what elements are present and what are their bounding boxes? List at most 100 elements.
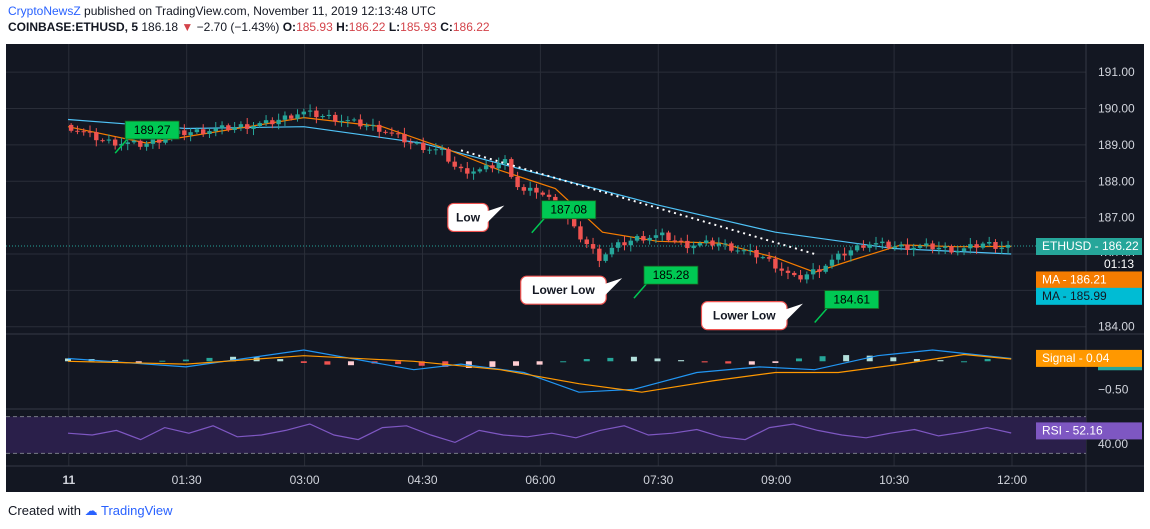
candle-body — [905, 244, 910, 250]
x-tick-label: 10:30 — [879, 473, 909, 487]
candle-body — [245, 124, 250, 129]
candle-body — [741, 250, 747, 252]
callout-pointer — [784, 303, 803, 322]
candle-body — [836, 253, 841, 260]
rsi-band-fill — [6, 416, 1086, 454]
candle-body — [377, 124, 382, 132]
callout-text: Lower Low — [532, 283, 595, 297]
chart-svg[interactable]: 189.27 187.08 185.28 184.61 Low Lower Low Lowe… — [6, 44, 1144, 492]
created-with-label: Created with — [8, 503, 81, 518]
candle-body — [697, 243, 703, 246]
x-tick-label: 11 — [62, 473, 75, 487]
candle-body — [823, 265, 828, 272]
high-value: 186.22 — [348, 20, 386, 34]
macd-histogram-bar — [135, 361, 142, 363]
candle-body — [238, 124, 244, 128]
callout-text: Low — [456, 210, 481, 224]
macd-histogram-bar — [300, 361, 307, 363]
candle-body — [785, 270, 791, 273]
x-tick-label: 01:30 — [172, 473, 202, 487]
candle-body — [886, 241, 891, 248]
candle-body — [672, 240, 677, 242]
rsi-badge: RSI - 52.16 — [1036, 422, 1142, 440]
candle-body — [163, 138, 168, 143]
macd-histogram-bar — [112, 360, 119, 362]
price-label-text: 185.28 — [653, 268, 690, 282]
candle-body — [144, 143, 149, 147]
macd-histogram-bar — [182, 359, 189, 362]
countdown-badge-label: 01:13 — [1104, 257, 1134, 271]
candle-body — [704, 240, 709, 243]
candle-body — [766, 257, 772, 259]
candle-body — [521, 187, 527, 191]
candle-body — [949, 246, 954, 253]
signal-badge-label: Signal - 0.04 — [1042, 351, 1110, 365]
candle-body — [458, 166, 464, 169]
callout-pointer — [486, 205, 505, 224]
candle-body — [735, 250, 740, 252]
candle-body — [622, 242, 627, 246]
candle-body — [986, 242, 992, 244]
candle-body — [427, 149, 432, 151]
publisher-name[interactable]: CryptoNewsZ — [8, 4, 81, 18]
candle-body — [226, 125, 231, 130]
y-tick-label: 184.00 — [1098, 320, 1135, 334]
countdown-badge: 01:13 — [1098, 256, 1142, 273]
y-tick-label: 188.00 — [1098, 174, 1135, 188]
macd-histogram-bar — [630, 356, 637, 362]
close-label: C: — [440, 20, 453, 34]
macd-histogram-bar — [890, 357, 897, 362]
macd-histogram-bar — [513, 361, 520, 366]
price-change: −2.70 (−1.43%) — [196, 20, 280, 34]
price-label-text: 184.61 — [833, 293, 870, 307]
price-label: 184.61 — [814, 290, 880, 324]
candle-body — [68, 124, 74, 131]
callout: Lower Low — [700, 301, 803, 331]
candle-body — [968, 244, 973, 249]
candle-body — [1005, 244, 1011, 248]
macd-histogram-bar — [678, 360, 685, 362]
candle-body — [892, 246, 898, 248]
candle-body — [854, 245, 860, 251]
trendline — [460, 149, 815, 255]
price-label: 185.28 — [633, 265, 699, 299]
ma-slow-line — [67, 118, 1012, 255]
macd-histogram-bar — [206, 357, 213, 362]
candle-body — [471, 171, 476, 174]
candle-body — [527, 187, 533, 191]
candle-body — [691, 245, 696, 249]
price-label: 189.27 — [114, 120, 180, 154]
y-tick-label: 190.00 — [1098, 102, 1135, 116]
macd-histogram-bar — [560, 361, 567, 363]
ma-slow-badge: MA - 185.99 — [1036, 287, 1142, 305]
candle-body — [194, 129, 200, 133]
tradingview-link[interactable]: TradingView — [101, 503, 173, 518]
signal-badge: Signal - 0.04 — [1036, 349, 1142, 367]
candle-body — [295, 114, 300, 119]
candle-body — [597, 248, 602, 261]
open-label: O: — [282, 20, 297, 34]
candle-body — [333, 114, 338, 122]
close-value: 186.22 — [452, 20, 490, 34]
candle-body — [993, 242, 998, 249]
candle-body — [798, 275, 803, 280]
candle-body — [502, 159, 508, 164]
candle-body — [942, 246, 948, 248]
candle-body — [829, 259, 835, 266]
candle-body — [678, 240, 684, 242]
candle-body — [842, 253, 847, 256]
candle-body — [200, 129, 206, 134]
ethusd-badge: ETHUSD - 186.22 — [1036, 238, 1142, 255]
ohlc-line: COINBASE:ETHUSD, 5 186.18 ▼ −2.70 (−1.43… — [8, 19, 490, 35]
candle-body — [282, 115, 288, 120]
candle-body — [314, 110, 319, 118]
candle-body — [150, 139, 156, 144]
candle-body — [773, 258, 778, 269]
chart-canvas[interactable]: 189.27 187.08 185.28 184.61 Low Lower Low Lowe… — [6, 44, 1144, 492]
candles — [68, 104, 1011, 284]
low-label: L: — [388, 20, 401, 34]
x-tick-label: 12:00 — [997, 473, 1027, 487]
macd-histogram-bar — [961, 361, 968, 363]
macd-histogram-bar — [843, 355, 850, 362]
candle-body — [100, 140, 105, 142]
